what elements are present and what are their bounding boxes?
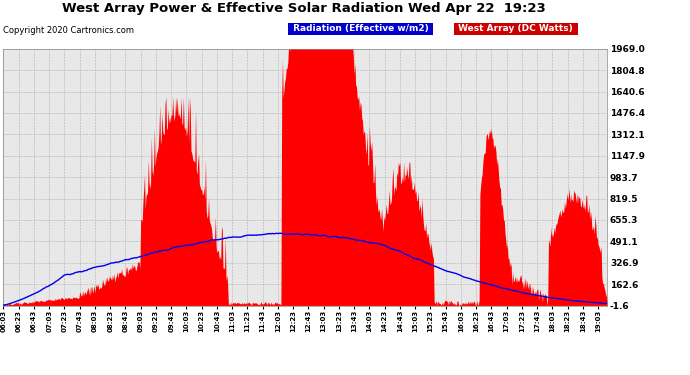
Text: West Array Power & Effective Solar Radiation Wed Apr 22  19:23: West Array Power & Effective Solar Radia…: [61, 2, 546, 15]
Text: Radiation (Effective w/m2): Radiation (Effective w/m2): [290, 24, 432, 33]
Text: Copyright 2020 Cartronics.com: Copyright 2020 Cartronics.com: [3, 26, 135, 35]
Text: West Array (DC Watts): West Array (DC Watts): [455, 24, 576, 33]
